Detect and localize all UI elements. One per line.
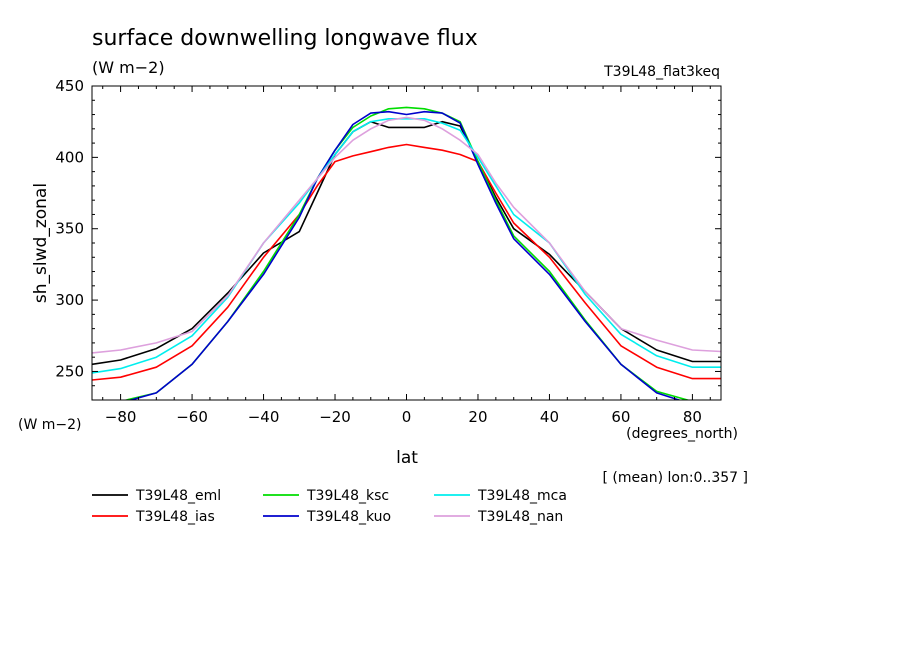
x-tick-label: −80	[105, 408, 137, 426]
x-tick-label: −20	[319, 408, 351, 426]
y-tick-label: 450	[55, 77, 84, 95]
x-tick-label: −40	[248, 408, 280, 426]
x-tick-label: −60	[176, 408, 208, 426]
series-line-T39L48_ksc	[123, 106, 691, 400]
legend-label-T39L48_eml: T39L48_eml	[135, 488, 221, 504]
x-tick-label: 80	[683, 408, 702, 426]
legend-label-T39L48_kuo: T39L48_kuo	[306, 509, 391, 525]
x-axis-title: lat	[396, 448, 418, 468]
y-tick-label: 300	[55, 291, 84, 309]
legend-label-T39L48_mca: T39L48_mca	[477, 488, 567, 504]
y-tick-label: 400	[55, 148, 84, 166]
legend-label-T39L48_ksc: T39L48_ksc	[306, 488, 389, 504]
series-line-T39L48_ias	[92, 143, 721, 381]
x-tick-label: 0	[402, 408, 412, 426]
series-line-T39L48_kuo	[127, 110, 682, 400]
ticks-layer: −80 −60 −40 −20 0 20 40 60 80 250 300 350 400 450	[55, 77, 721, 426]
series-layer	[92, 106, 721, 400]
legend-label-T39L48_ias: T39L48_ias	[135, 509, 215, 525]
chart-title: surface downwelling longwave flux	[92, 26, 478, 51]
legend: T39L48_eml T39L48_ias T39L48_ksc T39L48_kuo…	[92, 488, 567, 525]
x-units-label: (degrees_north)	[626, 426, 738, 442]
x-tick-label: 20	[468, 408, 487, 426]
plot-frame	[91, 85, 722, 401]
legend-label-T39L48_nan: T39L48_nan	[477, 509, 563, 525]
series-line-T39L48_nan	[92, 116, 721, 354]
y-tick-label: 250	[55, 362, 84, 380]
y-units-label: (W m−2)	[18, 417, 82, 433]
plot-area: −80 −60 −40 −20 0 20 40 60 80 250 300 350 400 450	[55, 77, 722, 426]
x-tick-label: 60	[611, 408, 630, 426]
chart-footnote: [ (mean) lon:0..357 ]	[603, 470, 748, 486]
chart-run-label: T39L48_flat3keq	[603, 64, 720, 80]
y-tick-label: 350	[55, 220, 84, 238]
y-axis-title: sh_slwd_zonal	[31, 183, 51, 303]
chart-units: (W m−2)	[92, 58, 165, 77]
series-line-T39L48_mca	[92, 118, 721, 374]
x-tick-label: 40	[540, 408, 559, 426]
series-line-T39L48_eml	[92, 120, 721, 366]
